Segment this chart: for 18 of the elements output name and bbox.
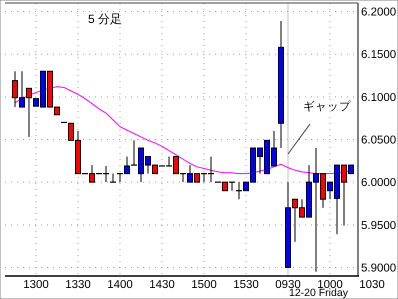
x-tick-label: 1330 [65,279,91,291]
x-tick-label: 1430 [149,279,175,291]
candlestick [109,173,117,183]
y-tick-label: 6.2000 [361,6,396,19]
x-tick-label: 1300 [23,279,49,291]
y-tick-label: 6.0500 [361,134,396,147]
y-tick-label: 5.9000 [361,262,396,274]
x-tick-label: 1400 [107,279,133,291]
y-tick-label: 5.9500 [361,220,396,232]
x-tick-label: 1030 [359,279,385,291]
x-tick-label: 1500 [191,279,217,291]
annotation: ギャップ [303,99,352,114]
y-tick-label: 6.0000 [361,177,396,190]
y-tick-label: 6.1000 [361,92,396,104]
text: 12-20 Friday [289,287,349,299]
text: 5 分足 [88,12,122,26]
x-tick-label: 1530 [233,279,259,291]
y-tick-label: 6.1500 [361,49,396,62]
